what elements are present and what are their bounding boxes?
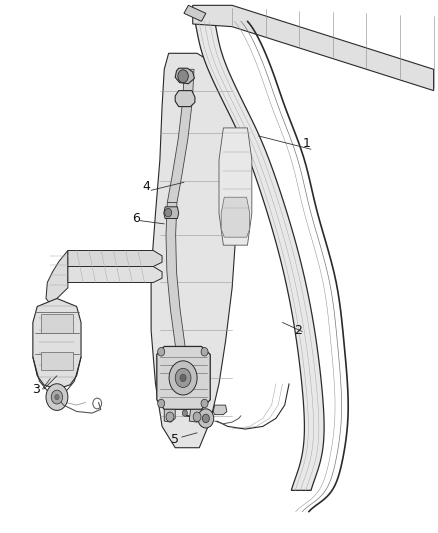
Circle shape	[198, 409, 214, 428]
Polygon shape	[189, 409, 202, 422]
Polygon shape	[164, 207, 179, 219]
Polygon shape	[175, 91, 195, 107]
Text: 2: 2	[294, 324, 302, 337]
Circle shape	[166, 412, 174, 422]
Text: 6: 6	[132, 212, 140, 225]
Circle shape	[178, 70, 188, 83]
Polygon shape	[195, 21, 324, 490]
Polygon shape	[221, 197, 250, 237]
Circle shape	[169, 361, 197, 395]
Polygon shape	[184, 5, 206, 21]
Text: 4: 4	[143, 180, 151, 193]
Circle shape	[46, 384, 68, 410]
Polygon shape	[33, 298, 81, 389]
Polygon shape	[193, 5, 434, 91]
Polygon shape	[68, 251, 162, 266]
Polygon shape	[68, 266, 162, 282]
Circle shape	[180, 374, 186, 382]
Circle shape	[158, 399, 165, 408]
Circle shape	[193, 412, 201, 422]
Polygon shape	[164, 409, 175, 422]
Circle shape	[158, 348, 165, 356]
Polygon shape	[151, 53, 239, 448]
Circle shape	[55, 394, 59, 400]
Polygon shape	[157, 346, 210, 409]
Polygon shape	[219, 128, 252, 245]
Circle shape	[175, 368, 191, 387]
Polygon shape	[166, 203, 188, 368]
Circle shape	[202, 414, 209, 423]
Polygon shape	[167, 69, 194, 203]
Circle shape	[182, 410, 187, 416]
Polygon shape	[175, 68, 194, 84]
Text: 3: 3	[32, 383, 40, 395]
Polygon shape	[41, 314, 73, 333]
Circle shape	[201, 348, 208, 356]
Circle shape	[201, 399, 208, 408]
Text: 1: 1	[303, 138, 311, 150]
Circle shape	[165, 208, 172, 217]
Circle shape	[51, 390, 63, 404]
Polygon shape	[41, 352, 73, 370]
Polygon shape	[213, 405, 227, 415]
Text: 5: 5	[171, 433, 179, 446]
Polygon shape	[46, 251, 68, 304]
